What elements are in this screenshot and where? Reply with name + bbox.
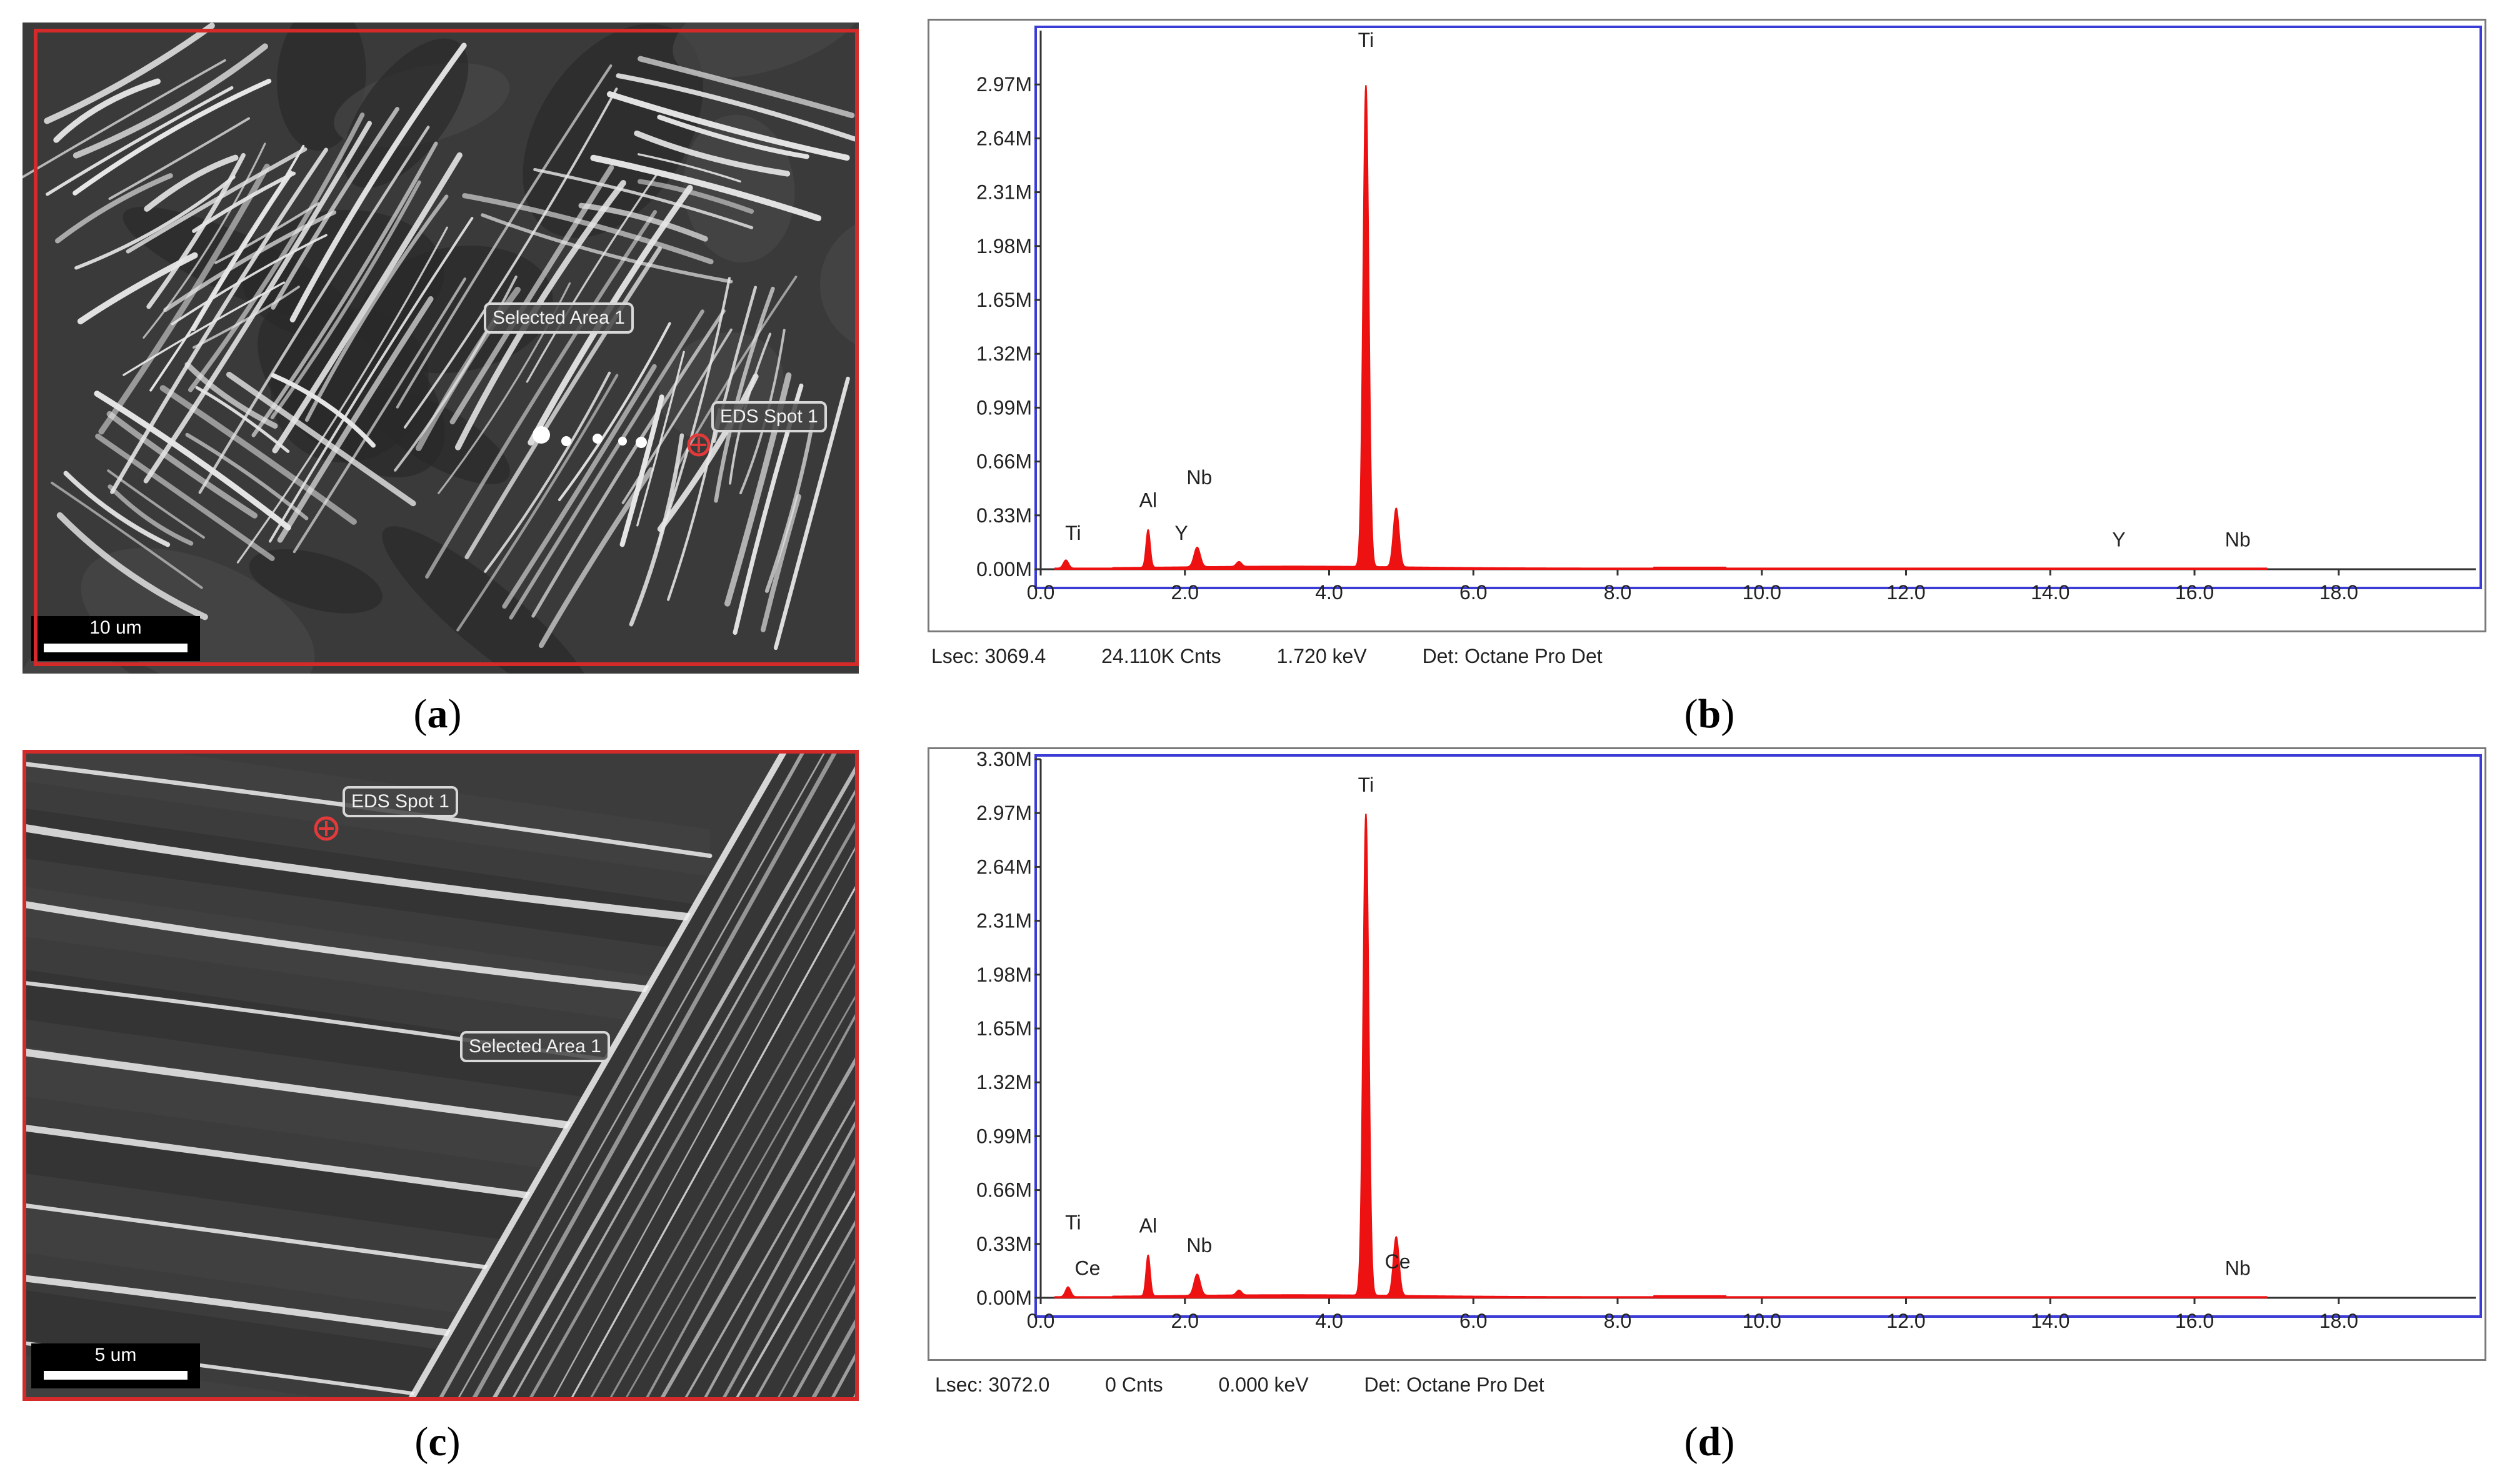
- eds-spot-label: EDS Spot 1: [711, 401, 827, 432]
- element-label: Al: [1139, 489, 1157, 512]
- y-tick-label: 2.31M: [976, 910, 1032, 932]
- y-tick-label: 1.65M: [976, 1017, 1032, 1040]
- y-tick-label: 0.33M: [976, 1233, 1032, 1255]
- x-tick-label: 4.0: [1315, 581, 1343, 604]
- sem-texture-c: [23, 750, 859, 1401]
- element-label: Ti: [1358, 29, 1374, 51]
- element-label: Ti: [1065, 522, 1081, 544]
- y-tick-label: 1.65M: [976, 289, 1032, 311]
- spectrum-trace: [1054, 85, 2268, 570]
- x-tick-label: 6.0: [1459, 1310, 1487, 1332]
- y-tick-label: 2.97M: [976, 802, 1032, 824]
- y-tick-label: 1.32M: [976, 1071, 1032, 1093]
- caption-b: (b): [1684, 691, 1735, 737]
- spectrum-d: 0.00M 0.33M 0.66M 0.99M 1.32M 1.65M 1.98M 2.31M…: [928, 747, 2486, 1361]
- eds-spot-label: EDS Spot 1: [343, 786, 458, 817]
- x-tick-label: 16.0: [2175, 1310, 2214, 1332]
- x-tick-label: 2.0: [1171, 1310, 1199, 1332]
- x-tick-label: 2.0: [1171, 581, 1199, 604]
- x-tick-label: 4.0: [1315, 1310, 1343, 1332]
- y-tick-label: 1.98M: [976, 964, 1032, 986]
- counts: 24.110K Cnts: [1101, 645, 1221, 667]
- element-label: Nb: [2225, 1257, 2251, 1279]
- selected-area-label: Selected Area 1: [484, 302, 634, 334]
- detector: Det: Octane Pro Det: [1422, 645, 1603, 667]
- element-label: Y: [1174, 522, 1188, 544]
- x-tick-label: 14.0: [2031, 581, 2069, 604]
- plot-frame: [1034, 26, 2482, 589]
- y-tick-label: 1.98M: [976, 235, 1032, 257]
- x-tick-label: 0.0: [1027, 1310, 1054, 1332]
- x-tick-label: 8.0: [1604, 581, 1631, 604]
- selected-area-label: Selected Area 1: [460, 1031, 610, 1062]
- eds-spot-marker: [687, 433, 711, 457]
- x-tick-label: 18.0: [2319, 1310, 2358, 1332]
- spectrum-chart-b: 0.00M 0.33M 0.66M 0.99M 1.32M 1.65M 1.98M 2.31M…: [976, 26, 2482, 604]
- energy: 1.720 keV: [1276, 645, 1367, 667]
- caption-d: (d): [1684, 1419, 1735, 1465]
- x-tick-label: 16.0: [2175, 581, 2214, 604]
- y-tick-label: 2.64M: [976, 855, 1032, 878]
- eds-spot-marker: [314, 816, 339, 841]
- y-tick-label: 2.31M: [976, 181, 1032, 204]
- y-tick-label: 0.66M: [976, 451, 1032, 473]
- plot-frame: [1034, 754, 2482, 1318]
- x-tick-label: 8.0: [1604, 1310, 1631, 1332]
- element-label: Nb: [1186, 1234, 1212, 1257]
- scale-bar-label: 10 um: [89, 617, 142, 638]
- live-seconds: Lsec: 3072.0: [935, 1373, 1050, 1396]
- element-label: Ce: [1075, 1257, 1101, 1279]
- spectrum-chart-d: 0.00M 0.33M 0.66M 0.99M 1.32M 1.65M 1.98M 2.31M…: [976, 749, 2482, 1332]
- footer-d: Lsec: 3072.0 0 Cnts 0.000 keV Det: Octan…: [935, 1373, 1544, 1397]
- y-tick-label: 0.99M: [976, 396, 1032, 419]
- x-tick-label: 6.0: [1459, 581, 1487, 604]
- y-tick-label: 2.97M: [976, 73, 1032, 96]
- x-tick-label: 18.0: [2319, 581, 2358, 604]
- y-tick-label: 2.64M: [976, 127, 1032, 149]
- sem-image-c: EDS Spot 1 Selected Area 1 5 um: [23, 750, 859, 1401]
- element-label: Ti: [1065, 1211, 1081, 1233]
- element-label: Nb: [2225, 528, 2251, 550]
- y-tick-label: 0.00M: [976, 1287, 1032, 1309]
- y-tick-label: 0.00M: [976, 558, 1032, 580]
- spectrum-b: 0.00M 0.33M 0.66M 0.99M 1.32M 1.65M 1.98M 2.31M…: [928, 19, 2486, 632]
- live-seconds: Lsec: 3069.4: [931, 645, 1046, 667]
- element-label: Nb: [1186, 466, 1212, 489]
- scale-bar-a: 10 um: [31, 616, 200, 661]
- x-tick-label: 14.0: [2031, 1310, 2069, 1332]
- scale-bar-label: 5 um: [94, 1345, 137, 1365]
- element-label: Al: [1139, 1215, 1157, 1237]
- counts: 0 Cnts: [1105, 1373, 1163, 1396]
- y-tick-label: 1.32M: [976, 342, 1032, 365]
- caption-a: (a): [413, 691, 462, 737]
- caption-c: (c): [414, 1419, 461, 1465]
- energy: 0.000 keV: [1218, 1373, 1309, 1396]
- y-tick-label: 0.33M: [976, 504, 1032, 527]
- detector: Det: Octane Pro Det: [1364, 1373, 1544, 1396]
- y-tick-label: 3.30M: [976, 749, 1032, 770]
- scale-bar-c: 5 um: [31, 1343, 200, 1388]
- element-label: Y: [2112, 528, 2125, 550]
- y-tick-label: 0.66M: [976, 1179, 1032, 1202]
- x-tick-label: 12.0: [1886, 1310, 1925, 1332]
- x-tick-label: 0.0: [1027, 581, 1054, 604]
- sem-image-a: Selected Area 1 EDS Spot 1 10 um: [23, 22, 859, 674]
- x-tick-label: 10.0: [1743, 1310, 1781, 1332]
- footer-b: Lsec: 3069.4 24.110K Cnts 1.720 keV Det:…: [931, 645, 1603, 668]
- spectrum-trace: [1054, 814, 2268, 1298]
- element-label: Ti: [1358, 774, 1374, 796]
- x-tick-label: 12.0: [1886, 581, 1925, 604]
- element-label: Ce: [1385, 1250, 1411, 1273]
- x-tick-label: 10.0: [1743, 581, 1781, 604]
- y-tick-label: 0.99M: [976, 1125, 1032, 1147]
